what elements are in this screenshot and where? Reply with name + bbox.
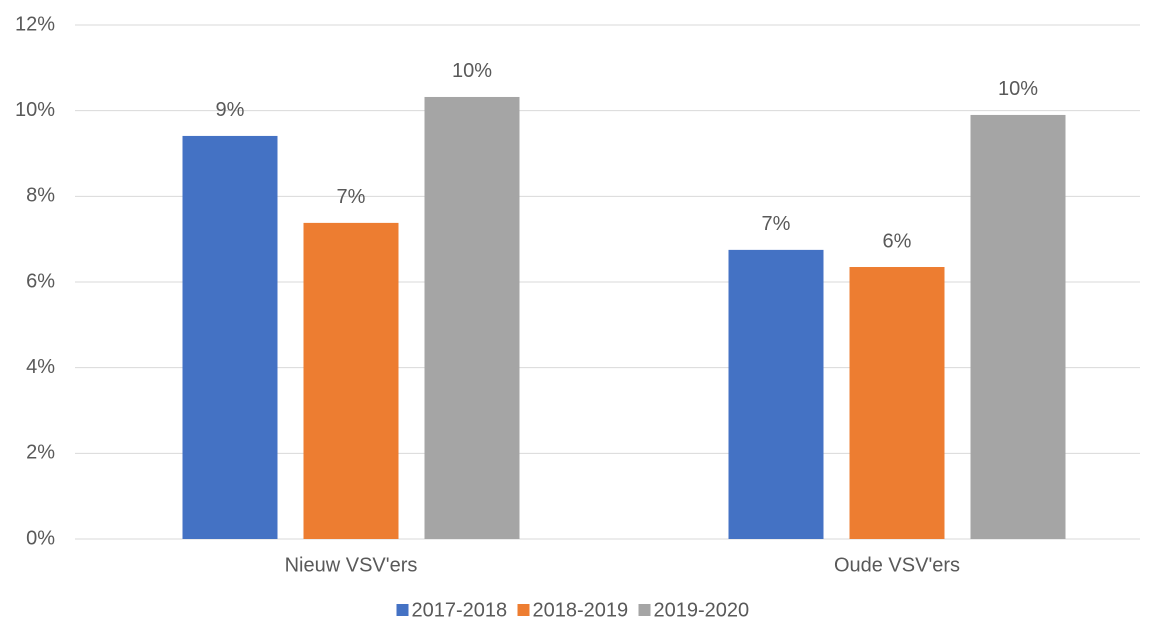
- legend-swatch: [517, 604, 530, 616]
- bar: [182, 135, 278, 539]
- y-tick-label: 0%: [26, 527, 55, 549]
- y-tick-label: 12%: [15, 13, 55, 35]
- y-tick-label: 10%: [15, 99, 55, 121]
- x-tick-label: Oude VSV'ers: [834, 554, 960, 576]
- y-tick-label: 2%: [26, 442, 55, 464]
- x-tick-label: Nieuw VSV'ers: [285, 554, 418, 576]
- y-tick-label: 8%: [26, 185, 55, 207]
- legend-swatch: [396, 604, 409, 616]
- bar: [728, 249, 824, 539]
- y-tick-label: 4%: [26, 356, 55, 378]
- value-label: 10%: [998, 78, 1038, 100]
- value-label: 9%: [216, 99, 245, 121]
- bar: [849, 267, 945, 539]
- legend-swatch: [638, 604, 651, 616]
- legend-label: 2019-2020: [654, 599, 750, 621]
- bar: [970, 114, 1066, 539]
- value-label: 6%: [883, 230, 912, 252]
- bar: [424, 96, 520, 540]
- bar: [303, 222, 399, 539]
- y-tick-label: 6%: [26, 270, 55, 292]
- value-label: 7%: [337, 186, 366, 208]
- value-label: 7%: [762, 213, 791, 235]
- legend-label: 2017-2018: [412, 599, 508, 621]
- legend-label: 2018-2019: [533, 599, 629, 621]
- value-label: 10%: [452, 60, 492, 82]
